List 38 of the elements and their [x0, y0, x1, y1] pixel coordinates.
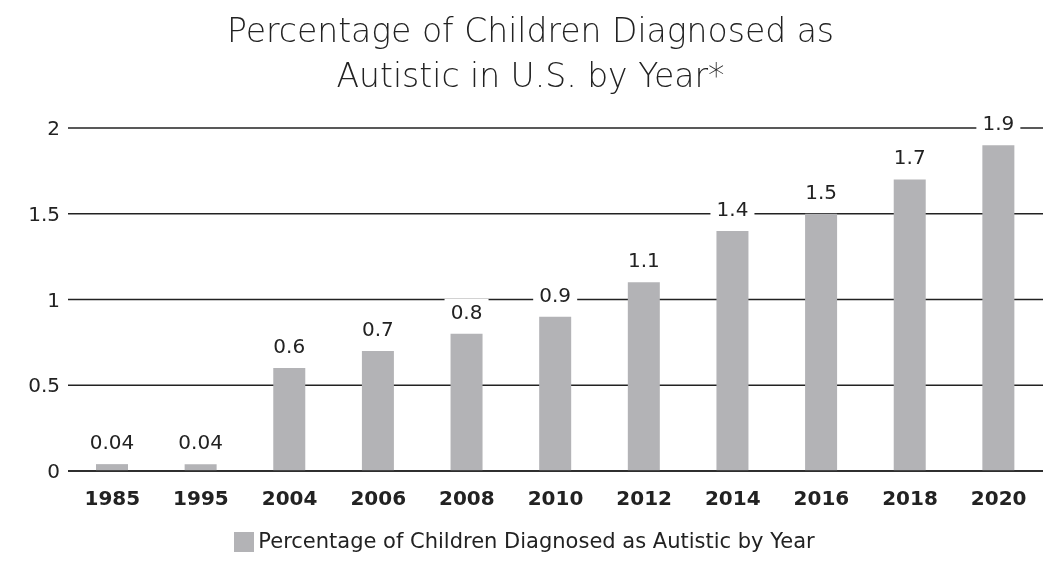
- x-tick-label: 2004: [261, 486, 318, 511]
- data-label: 0.04: [178, 430, 223, 455]
- bar: [627, 282, 660, 471]
- bar: [982, 145, 1015, 471]
- x-tick-label: 2006: [350, 486, 407, 511]
- bar: [805, 213, 838, 471]
- bar: [450, 333, 483, 471]
- data-label: 1.5: [805, 179, 837, 204]
- y-tick-label: 0: [47, 459, 60, 484]
- data-label: 0.8: [450, 299, 483, 324]
- y-tick-label: 1: [47, 287, 60, 312]
- bar: [539, 316, 572, 471]
- data-label: 1.1: [627, 248, 660, 273]
- y-tick-label: 2: [47, 116, 60, 141]
- data-label: 0.04: [89, 430, 135, 455]
- bar: [273, 368, 306, 471]
- y-tick-label: 0.5: [28, 373, 60, 398]
- data-label: 1.7: [893, 145, 926, 170]
- y-tick-label: 1.5: [28, 201, 60, 226]
- x-tick-label: 2010: [527, 486, 584, 511]
- x-tick-label: 2016: [793, 486, 850, 511]
- x-tick-label: 1985: [84, 486, 141, 511]
- x-tick-label: 1995: [173, 486, 229, 511]
- data-label: 1.4: [716, 196, 749, 221]
- data-label: 0.7: [362, 316, 394, 341]
- bar: [361, 350, 394, 471]
- x-tick-label: 2018: [882, 486, 938, 511]
- data-label: 1.9: [982, 111, 1015, 136]
- bar: [893, 179, 926, 471]
- legend-label: Percentage of Children Diagnosed as Autistic by Year: [258, 529, 815, 553]
- bar: [716, 230, 749, 471]
- x-tick-label: 2012: [616, 486, 672, 511]
- x-tick-label: 2020: [970, 486, 1027, 511]
- x-tick-label: 2008: [439, 486, 495, 511]
- x-tick-label: 2014: [704, 486, 761, 511]
- chart-title: Percentage of Children Diagnosed as Autistic in U.S. by Year*: [225, 10, 836, 97]
- data-label: 0.9: [539, 282, 572, 307]
- data-label: 0.6: [273, 334, 306, 359]
